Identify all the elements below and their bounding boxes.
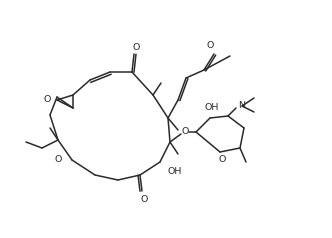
Text: O: O — [218, 155, 226, 164]
Text: O: O — [55, 155, 62, 164]
Text: O: O — [140, 194, 148, 203]
Text: O: O — [206, 41, 214, 50]
Text: OH: OH — [205, 104, 219, 113]
Text: OH: OH — [168, 168, 182, 177]
Text: N: N — [238, 101, 245, 110]
Text: O: O — [181, 128, 189, 137]
Text: O: O — [43, 95, 51, 104]
Text: O: O — [132, 43, 140, 51]
